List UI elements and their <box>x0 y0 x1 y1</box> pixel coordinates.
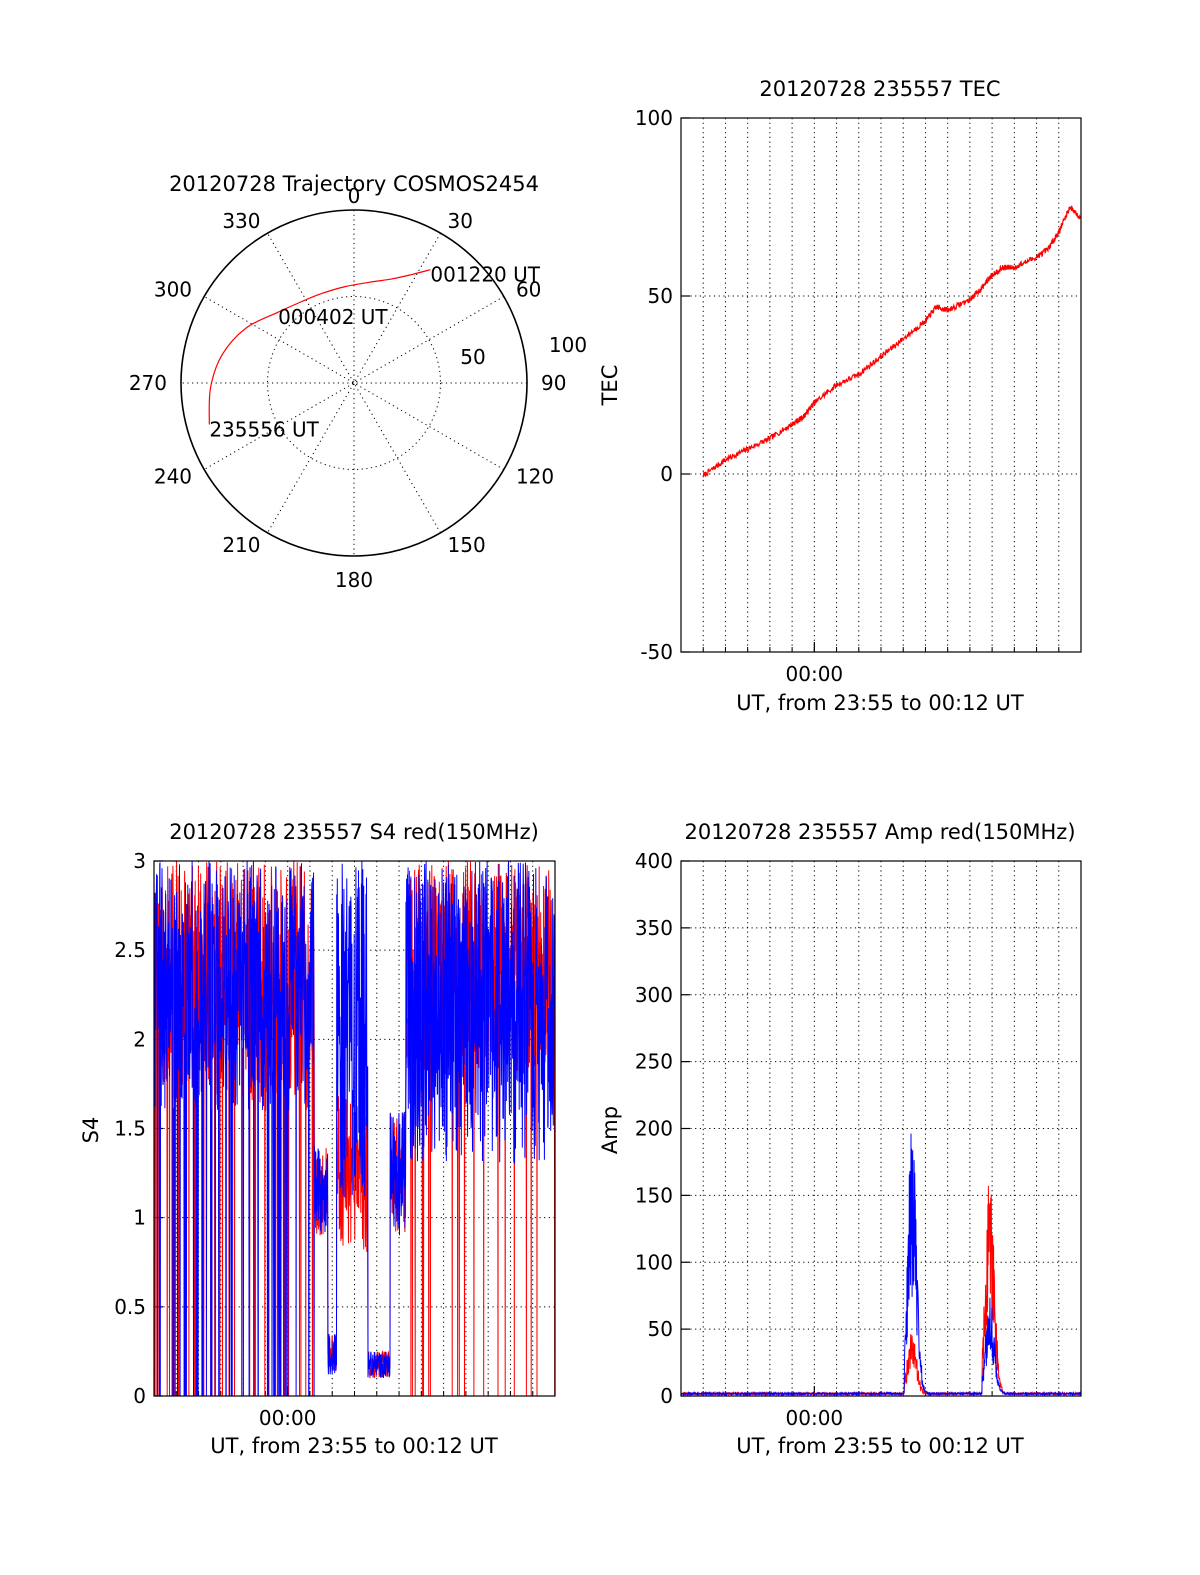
s4-y-tick-label: 2.5 <box>114 938 146 962</box>
trajectory-time-label: 001220 UT <box>430 263 540 287</box>
tec-y-axis-label: TEC <box>598 365 622 407</box>
amp-series <box>680 1133 1082 1397</box>
azimuth-label: 240 <box>154 465 192 489</box>
radius-label: 50 <box>460 345 485 369</box>
tec-x-tick-labels: 00:00 <box>786 662 844 686</box>
s4-y-tick-labels: 0 0.5 1 1.5 2 2.5 3 <box>114 849 146 1408</box>
polar-ring-circle <box>267 296 441 470</box>
azimuth-label: 0 <box>348 184 361 208</box>
tec-chart-title: 20120728 235557 TEC <box>759 77 1000 101</box>
tec-y-tick-label: 0 <box>660 462 673 486</box>
amp-y-tick-label: 50 <box>648 1317 673 1341</box>
amp-line <box>680 1185 1082 1397</box>
azimuth-label: 270 <box>129 371 167 395</box>
amp-grid <box>680 860 1082 1397</box>
amp-y-tick-label: 150 <box>635 1183 673 1207</box>
s4-line <box>153 860 556 1397</box>
s4-chart: 20120728 235557 S4 red(150MHz) 0 0.5 1 1.5 2… <box>79 820 556 1458</box>
s4-x-axis-label: UT, from 23:55 to 00:12 UT <box>210 1434 498 1458</box>
azimuth-label: 60 <box>516 278 541 302</box>
s4-x-tick-labels: 00:00 <box>259 1406 317 1430</box>
tec-grid <box>680 117 1082 653</box>
trajectory-line <box>208 269 431 425</box>
azimuth-label: 330 <box>222 209 260 233</box>
amp-y-tick-labels: 0 50 100 150 200 250 300 350 400 <box>635 849 673 1408</box>
s4-y-tick-label: 0.5 <box>114 1295 146 1319</box>
tec-line <box>702 205 1082 478</box>
s4-y-tick-label: 1 <box>133 1206 146 1230</box>
amp-x-tick-labels: 00:00 <box>786 1406 844 1430</box>
azimuth-label: 210 <box>222 533 260 557</box>
amp-line <box>680 1133 1082 1397</box>
tec-y-tick-label: 100 <box>635 106 673 130</box>
s4-y-tick-label: 0 <box>133 1384 146 1408</box>
tec-series <box>702 205 1082 478</box>
polar-chart-title: 20120728 Trajectory COSMOS2454 <box>169 172 539 196</box>
s4-y-tick-label: 3 <box>133 849 146 873</box>
azimuth-label: 120 <box>516 465 554 489</box>
tec-chart: 20120728 235557 TEC -50 0 50 100 00:00 UT, … <box>598 77 1082 715</box>
radius-labels: 50 100 <box>460 333 587 369</box>
amp-y-axis-label: Amp <box>598 1106 622 1154</box>
tec-x-axis-label: UT, from 23:55 to 00:12 UT <box>736 691 1024 715</box>
azimuth-label: 300 <box>154 278 192 302</box>
tec-plot-frame <box>680 117 1082 653</box>
amp-x-tick-label: 00:00 <box>786 1406 844 1430</box>
tec-y-tick-label: -50 <box>640 640 673 664</box>
s4-y-tick-label: 2 <box>133 1027 146 1051</box>
trajectory-polar-chart: 20120728 Trajectory COSMOS2454 0 30 60 90 12… <box>129 172 587 592</box>
tec-y-tick-label: 50 <box>648 284 673 308</box>
tec-y-tick-labels: -50 0 50 100 <box>635 106 673 664</box>
trajectory-series: 235556 UT 000402 UT 001220 UT <box>208 263 541 441</box>
azimuth-label: 180 <box>335 568 373 592</box>
s4-chart-title: 20120728 235557 S4 red(150MHz) <box>169 820 539 844</box>
polar-outer-circle <box>180 209 528 557</box>
s4-x-tick-label: 00:00 <box>259 1406 317 1430</box>
amp-y-tick-label: 100 <box>635 1250 673 1274</box>
radius-label: 100 <box>549 333 587 357</box>
s4-plot-frame <box>153 860 556 1397</box>
azimuth-label: 150 <box>448 533 486 557</box>
s4-series <box>153 860 556 1397</box>
amp-chart: 20120728 235557 Amp red(150MHz) 0 50 100 15… <box>598 820 1082 1458</box>
s4-y-tick-label: 1.5 <box>114 1117 146 1141</box>
amp-y-tick-label: 250 <box>635 1050 673 1074</box>
amp-y-tick-label: 400 <box>635 849 673 873</box>
amp-x-axis-label: UT, from 23:55 to 00:12 UT <box>736 1434 1024 1458</box>
amp-chart-title: 20120728 235557 Amp red(150MHz) <box>684 820 1075 844</box>
azimuth-label: 90 <box>541 371 566 395</box>
polar-grid <box>181 210 527 556</box>
amp-y-tick-label: 0 <box>660 1384 673 1408</box>
amp-plot-frame <box>680 860 1082 1397</box>
amp-y-tick-label: 200 <box>635 1117 673 1141</box>
amp-y-tick-label: 350 <box>635 916 673 940</box>
s4-y-axis-label: S4 <box>79 1117 103 1144</box>
amp-y-tick-label: 300 <box>635 983 673 1007</box>
azimuth-label: 30 <box>448 209 473 233</box>
azimuth-labels: 0 30 60 90 120 150 180 210 240 270 300 330 <box>129 184 567 592</box>
trajectory-time-label: 235556 UT <box>209 417 319 441</box>
trajectory-time-label: 000402 UT <box>278 305 388 329</box>
tec-x-tick-label: 00:00 <box>786 662 844 686</box>
